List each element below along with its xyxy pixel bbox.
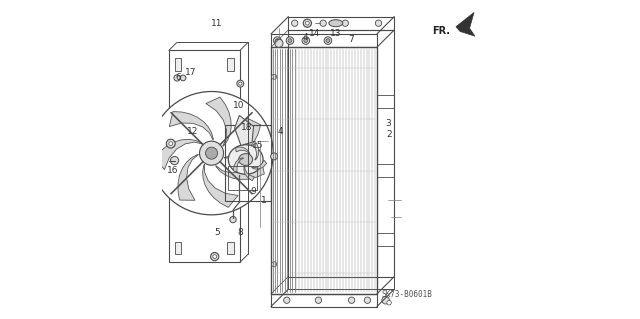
Text: FR.: FR. xyxy=(431,26,450,36)
Text: 1: 1 xyxy=(260,196,266,205)
Bar xyxy=(175,242,182,254)
Polygon shape xyxy=(216,159,264,179)
Text: 9: 9 xyxy=(250,187,256,196)
Bar xyxy=(289,17,394,30)
Text: 4: 4 xyxy=(303,33,308,42)
Polygon shape xyxy=(236,147,250,155)
Circle shape xyxy=(275,39,283,47)
Circle shape xyxy=(169,142,173,145)
Circle shape xyxy=(320,20,326,26)
Text: 8: 8 xyxy=(238,228,244,237)
Polygon shape xyxy=(456,12,475,36)
Circle shape xyxy=(271,262,276,267)
Circle shape xyxy=(230,216,236,223)
Circle shape xyxy=(305,21,309,25)
Circle shape xyxy=(200,141,223,165)
Polygon shape xyxy=(169,112,213,140)
Circle shape xyxy=(364,297,371,303)
Text: SK73-B0601B: SK73-B0601B xyxy=(381,290,432,299)
Circle shape xyxy=(304,20,310,26)
Polygon shape xyxy=(233,158,244,172)
Bar xyxy=(377,164,394,177)
Circle shape xyxy=(275,39,279,42)
Bar xyxy=(225,125,271,201)
Circle shape xyxy=(292,20,298,26)
Circle shape xyxy=(375,20,381,26)
Circle shape xyxy=(166,139,175,148)
Circle shape xyxy=(180,75,186,81)
Circle shape xyxy=(237,80,244,87)
Circle shape xyxy=(288,39,292,42)
Text: 4: 4 xyxy=(277,127,283,136)
Polygon shape xyxy=(178,154,198,200)
Ellipse shape xyxy=(228,145,263,174)
Text: 14: 14 xyxy=(309,28,320,38)
Circle shape xyxy=(170,156,179,165)
Ellipse shape xyxy=(239,153,253,166)
Circle shape xyxy=(304,39,308,42)
Circle shape xyxy=(273,37,281,44)
Bar xyxy=(289,277,394,289)
Circle shape xyxy=(342,20,348,26)
Polygon shape xyxy=(235,115,253,145)
Ellipse shape xyxy=(329,20,343,27)
Circle shape xyxy=(382,296,389,304)
Polygon shape xyxy=(155,139,202,170)
Text: 3: 3 xyxy=(385,119,390,128)
Circle shape xyxy=(271,74,276,79)
Circle shape xyxy=(284,297,290,303)
Circle shape xyxy=(205,147,218,159)
Bar xyxy=(271,34,377,47)
Text: 5: 5 xyxy=(214,228,220,237)
Polygon shape xyxy=(252,160,267,169)
Circle shape xyxy=(302,37,310,44)
Text: 18: 18 xyxy=(241,123,252,132)
Circle shape xyxy=(316,297,321,303)
Circle shape xyxy=(324,37,332,44)
Text: 12: 12 xyxy=(187,127,198,136)
Text: 7: 7 xyxy=(348,35,354,44)
Circle shape xyxy=(387,300,391,305)
Bar xyxy=(175,58,182,71)
Text: 2: 2 xyxy=(387,130,392,139)
Polygon shape xyxy=(203,164,238,207)
Bar xyxy=(271,47,377,294)
Circle shape xyxy=(303,19,312,27)
Circle shape xyxy=(348,297,355,303)
Text: 6: 6 xyxy=(176,73,182,82)
Polygon shape xyxy=(224,118,260,158)
Text: 17: 17 xyxy=(186,68,196,77)
Circle shape xyxy=(211,252,219,261)
Bar xyxy=(227,58,234,71)
Text: 16: 16 xyxy=(167,166,179,175)
Circle shape xyxy=(213,255,216,258)
Bar xyxy=(289,30,394,277)
Bar xyxy=(271,294,377,307)
Circle shape xyxy=(239,82,242,85)
Polygon shape xyxy=(244,166,254,181)
Bar xyxy=(227,242,234,254)
Polygon shape xyxy=(253,143,259,160)
Text: 13: 13 xyxy=(330,28,341,38)
Circle shape xyxy=(174,75,180,81)
Bar xyxy=(228,166,257,189)
Text: 15: 15 xyxy=(252,141,264,150)
Circle shape xyxy=(286,37,294,44)
Bar xyxy=(169,50,240,262)
Polygon shape xyxy=(206,97,231,146)
Text: 10: 10 xyxy=(233,101,244,110)
Bar xyxy=(377,95,394,108)
Circle shape xyxy=(271,153,278,160)
Bar xyxy=(377,233,394,246)
Text: 11: 11 xyxy=(211,19,223,28)
Circle shape xyxy=(326,39,330,42)
Circle shape xyxy=(150,92,273,215)
